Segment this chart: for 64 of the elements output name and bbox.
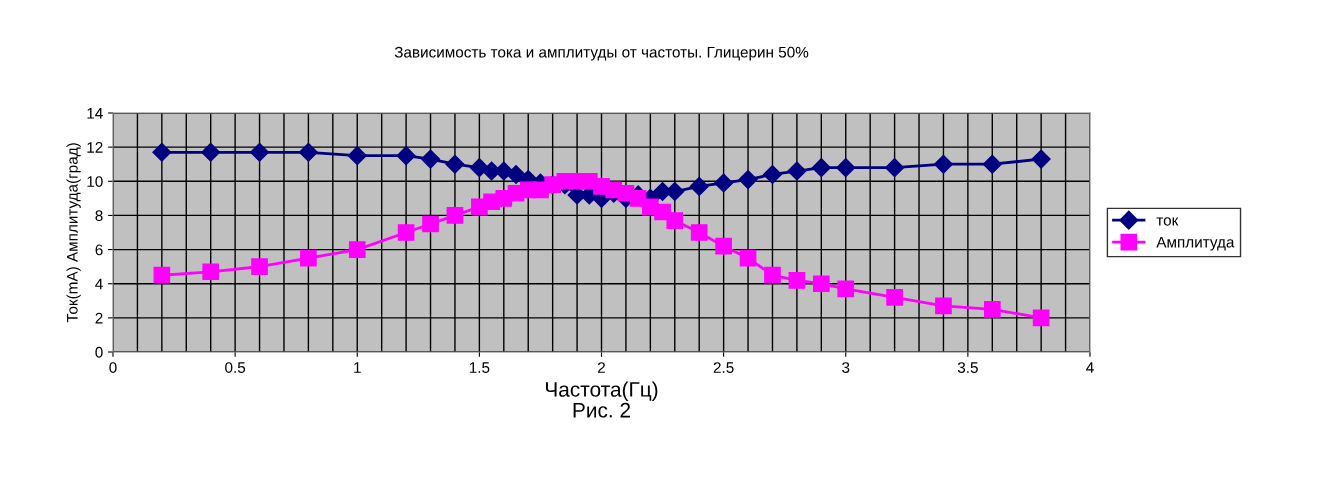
point: [666, 212, 684, 229]
point: [738, 170, 758, 190]
point: [201, 142, 221, 162]
point: [506, 164, 526, 184]
point: [935, 297, 952, 315]
x-tick-label: 2: [598, 362, 605, 373]
point: [152, 142, 172, 162]
point: [689, 176, 709, 196]
point: [837, 280, 855, 298]
point: [347, 146, 367, 166]
point: [420, 149, 441, 169]
legend-label: Амплитуда: [1156, 236, 1235, 251]
point: [445, 154, 465, 174]
point: [715, 237, 732, 255]
point: [446, 207, 464, 224]
x-tick-label: 3.5: [957, 362, 978, 373]
x-axis-title: Частота(Гц): [545, 381, 658, 401]
x-tick-label: 0.5: [225, 362, 246, 373]
point: [251, 258, 268, 275]
point: [690, 224, 708, 241]
x-tick-label: 4: [1086, 362, 1094, 373]
point: [665, 181, 685, 202]
point: [933, 154, 953, 174]
point: [787, 161, 807, 181]
x-tick-label: 0: [109, 362, 117, 373]
chart-title: Зависимость тока и амплитуды от частоты. Глицерин 50%: [394, 46, 809, 61]
y-tick-label: 0: [95, 346, 103, 358]
point: [250, 142, 270, 162]
point: [983, 300, 1001, 318]
point: [396, 146, 416, 166]
point: [298, 142, 318, 162]
x-tick-label: 2.5: [713, 362, 734, 373]
text: Рис. 2: [573, 402, 631, 418]
y-tick-label: 4: [95, 278, 103, 290]
point: [714, 173, 734, 193]
y-tick-label: 10: [87, 176, 103, 187]
y-tick-label: 6: [95, 244, 103, 256]
y-tick-label: 8: [95, 210, 103, 222]
point: [348, 241, 366, 258]
point: [886, 289, 903, 306]
legend-label: ток: [1156, 217, 1179, 226]
point: [397, 224, 415, 241]
y-axis-title: Ток(mA) Амплитуда(град): [66, 143, 81, 323]
point: [1032, 309, 1050, 327]
point: [764, 266, 781, 284]
point: [885, 158, 905, 178]
point: [202, 263, 220, 281]
y-tick-label: 2: [95, 312, 103, 324]
y-tick-label: 12: [87, 142, 103, 153]
y-tick-label: 14: [87, 108, 103, 119]
point: [836, 158, 856, 178]
point: [153, 266, 171, 284]
point: [739, 249, 757, 267]
point: [812, 275, 830, 293]
point: [788, 271, 806, 289]
point: [762, 164, 783, 184]
point: [422, 215, 439, 233]
point: [811, 158, 831, 178]
x-tick-label: 1.5: [469, 362, 490, 373]
point: [300, 249, 317, 267]
x-tick-label: 3: [842, 362, 850, 373]
point: [1031, 149, 1051, 169]
x-tick-label: 1: [354, 362, 361, 373]
point: [982, 154, 1002, 174]
